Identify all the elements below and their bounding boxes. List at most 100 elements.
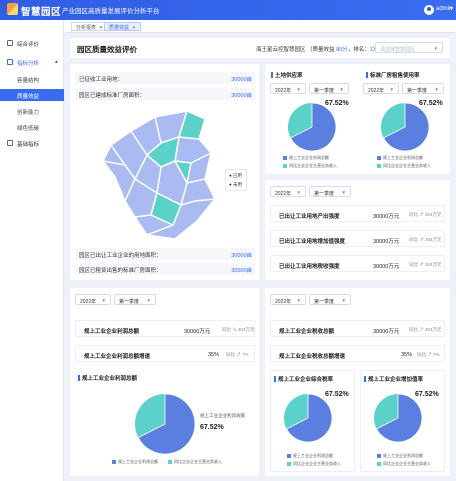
quarter-select[interactable]: 第一季度 ▼ bbox=[309, 294, 351, 305]
close-icon[interactable]: ✕ bbox=[132, 25, 136, 30]
year-select[interactable]: 2022年 ▼ bbox=[363, 83, 399, 94]
legend-swatch bbox=[377, 163, 381, 168]
metric-label: 已出让工业用地税收强度 bbox=[279, 264, 340, 270]
select-value: 第一季度 bbox=[407, 88, 428, 94]
tax-rate-card: 规上工业企业综合税率 67.52% 规上工业企业利润总额 同比企业企业主营业务收… bbox=[270, 370, 355, 472]
metric-label: 已出让工业用地产出强度 bbox=[279, 214, 340, 220]
score-value: 80分 bbox=[336, 47, 348, 53]
stat-value: 30000亩 bbox=[231, 268, 252, 274]
brand-name: 智慧园区 bbox=[21, 7, 62, 18]
trend-up-icon: ↗ bbox=[236, 352, 241, 357]
stat-value: 30000亩 bbox=[231, 253, 252, 259]
platform-title: 产业园区高质量发展评价分析平台 bbox=[62, 8, 160, 15]
year-select[interactable]: 2022年 ▼ bbox=[75, 294, 111, 305]
sidebar-subitem-quality[interactable]: 质量效益 bbox=[0, 89, 64, 101]
year-select[interactable]: 2022年 ▼ bbox=[270, 83, 306, 94]
supply-rate-pie[interactable] bbox=[287, 102, 337, 152]
chevron-down-icon: ▼ bbox=[389, 87, 394, 92]
select-value: 2022年 bbox=[275, 88, 292, 94]
tab-label: 分析报表 bbox=[76, 25, 97, 31]
yoy-change: 304万元 bbox=[238, 327, 255, 332]
tab-report[interactable]: 分析报表 ✕ bbox=[71, 22, 108, 31]
factory-rate-pie[interactable] bbox=[380, 102, 430, 152]
year-select[interactable]: 2022年 ▼ bbox=[270, 294, 306, 305]
tab-quality[interactable]: 质量效益 ✕ bbox=[104, 22, 141, 31]
chevron-down-icon: ▼ bbox=[434, 87, 439, 92]
sidebar-subitem-innovation[interactable]: 创新能力 bbox=[0, 105, 64, 117]
map-parcel-used[interactable] bbox=[145, 135, 180, 168]
tax-metric-row: 规上工业企业税收总额增速 35% 同比 ↗ 7% bbox=[270, 345, 445, 362]
map-parcel-used[interactable] bbox=[173, 160, 192, 186]
pie-legend-item: 规上工业企业利润总额 bbox=[377, 453, 423, 459]
quarter-select[interactable]: 第一季度 ▼ bbox=[309, 186, 351, 197]
land-stat-row: 园区已租赁出售的标准厂房面积： 30000亩 bbox=[75, 263, 255, 275]
quarter-select[interactable]: 第一季度 ▼ bbox=[114, 294, 156, 305]
pie-percent: 67.52% bbox=[325, 100, 349, 107]
sidebar-item-indicator-analysis[interactable]: 指标分析 ▲ bbox=[0, 56, 64, 69]
trend-up-icon: ↗ bbox=[419, 262, 424, 267]
legend-swatch bbox=[287, 453, 291, 458]
legend-label: 同比企业企业主营业务收入 bbox=[383, 461, 431, 466]
trend-up-icon: ↗ bbox=[419, 237, 424, 242]
card-title: 标准厂房租售使用率 bbox=[366, 72, 420, 79]
sidebar-subitem-capacity[interactable]: 容量结构 bbox=[0, 73, 64, 85]
quarter-select[interactable]: 第一季度 ▼ bbox=[309, 83, 349, 94]
stat-label: 已征收工业用地： bbox=[79, 77, 124, 83]
metric-yoy: 同比 ↗ 304万元 bbox=[409, 237, 442, 243]
pie-legend-item: 规上工业企业利润总额 bbox=[377, 155, 423, 161]
legend-swatch bbox=[287, 461, 291, 466]
yoy-label: 同比 bbox=[222, 327, 231, 332]
close-icon[interactable]: ✕ bbox=[99, 25, 103, 30]
pie-slice-main[interactable] bbox=[376, 393, 423, 443]
map-legend: ● 已用 ● 未用 bbox=[225, 169, 247, 191]
metric-label: 规上工业企业税收总额增速 bbox=[279, 354, 346, 360]
sidebar-item-overview[interactable]: 综合评价 bbox=[0, 37, 64, 50]
year-select[interactable]: 2022年 ▼ bbox=[270, 186, 306, 197]
land-stat-row: 园区已建成标准厂房面积： 30000亩 bbox=[75, 88, 255, 100]
stat-value: 30000亩 bbox=[231, 93, 252, 99]
pie-slice-main[interactable] bbox=[290, 102, 337, 152]
legend-label: 同比企业企业主营业务收入 bbox=[174, 459, 222, 464]
page-title: 园区质量效益评价 bbox=[77, 45, 137, 54]
map-parcel-used[interactable] bbox=[178, 109, 206, 140]
select-value: 第一季度 bbox=[314, 299, 335, 305]
chevron-down-icon[interactable]: ▼ bbox=[449, 6, 454, 12]
pie-legend-item: 同比企业企业主营业务收入 bbox=[168, 459, 222, 465]
map-parcel-used[interactable] bbox=[150, 191, 182, 227]
sidebar-item-basic[interactable]: 基础指标 bbox=[0, 137, 64, 150]
park-select-placeholder: 请选择智慧园区 bbox=[380, 47, 416, 53]
legend-used: ● 已用 bbox=[229, 173, 242, 178]
tax-rate-pie[interactable] bbox=[283, 393, 333, 443]
chevron-up-icon: ▲ bbox=[54, 59, 59, 65]
pie-percent: 67.52% bbox=[419, 100, 443, 107]
yoy-change: 7% bbox=[433, 352, 440, 357]
legend-label: 规上工业企业利润总额 bbox=[383, 453, 423, 458]
yoy-label: 同比 bbox=[409, 212, 418, 217]
added-value-pie[interactable] bbox=[373, 393, 423, 443]
pie-slice-main[interactable] bbox=[383, 102, 430, 152]
pie-legend-item: 同比企业企业主营业务收入 bbox=[377, 461, 431, 467]
select-value: 2022年 bbox=[368, 88, 385, 94]
metric-yoy: 同比 ↗ 7% bbox=[417, 352, 440, 358]
legend-swatch bbox=[377, 155, 381, 160]
legend-swatch bbox=[283, 163, 287, 168]
profit-pie[interactable] bbox=[134, 393, 196, 455]
park-select[interactable]: 请选择智慧园区 ▼ bbox=[375, 42, 443, 53]
park-parcel-map[interactable] bbox=[95, 109, 235, 244]
legend-swatch bbox=[377, 461, 381, 466]
sidebar-item-label: 指标分析 bbox=[17, 61, 40, 67]
chevron-down-icon: ▼ bbox=[296, 87, 301, 92]
added-value-card: 规上工业企业增加值率 67.52% 规上工业企业利润总额 同比企业企业主营业务收… bbox=[360, 370, 445, 472]
pie-slice-main[interactable] bbox=[137, 393, 196, 455]
card-title: 规上工业企业利润总额 bbox=[77, 375, 138, 382]
user-name[interactable]: admin bbox=[436, 6, 453, 12]
quarter-select[interactable]: 第一季度 ▼ bbox=[402, 83, 444, 94]
user-avatar-icon[interactable] bbox=[424, 5, 434, 15]
chevron-down-icon: ▼ bbox=[339, 87, 344, 92]
legend-label: 未用 bbox=[232, 182, 242, 187]
top-bar: 智慧园区 产业园区高质量发展评价分析平台 admin ▼ bbox=[0, 0, 456, 20]
select-value: 2022年 bbox=[275, 191, 292, 197]
sidebar-subitem-green[interactable]: 绿色低碳 bbox=[0, 121, 64, 133]
pie-slice-main[interactable] bbox=[286, 393, 333, 443]
yoy-label: 同比 bbox=[409, 327, 418, 332]
